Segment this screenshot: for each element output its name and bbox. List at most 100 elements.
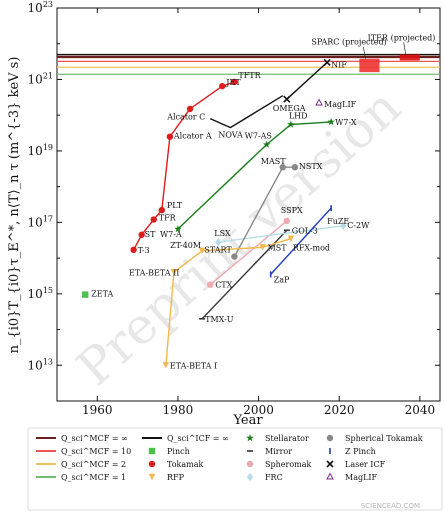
y-tick-label-15: 1015 bbox=[28, 286, 53, 301]
point-tokamak-tfr bbox=[150, 216, 157, 223]
legend-swatch-pinch bbox=[148, 447, 156, 455]
label-w7-as: W7-AS bbox=[245, 132, 272, 141]
point-spherical-tokamak-nstx bbox=[291, 163, 299, 171]
series-z-pinch bbox=[269, 205, 332, 278]
point-stellarator-w7-x bbox=[327, 117, 335, 126]
label-nova: NOVA bbox=[218, 131, 243, 140]
label-mast: MAST bbox=[261, 157, 286, 166]
series-line-frc bbox=[218, 225, 344, 243]
series-tokamak bbox=[130, 78, 238, 254]
legend-label-z-pinch: Z Pinch bbox=[345, 447, 376, 456]
point-stellarator-w7-a bbox=[174, 225, 182, 233]
label-t-3: T-3 bbox=[138, 246, 150, 255]
point-pinch-zeta bbox=[82, 291, 89, 298]
legend-label-frc: FRC bbox=[265, 473, 283, 482]
legend-label-rfp: RFP bbox=[167, 473, 185, 482]
point-rfp-zt-40m bbox=[198, 247, 206, 254]
x-tick-label-1960: 1960 bbox=[82, 403, 113, 417]
point-spherical-tokamak-start bbox=[231, 253, 238, 260]
x-axis-title: Year bbox=[232, 413, 263, 428]
series-line-stellarator bbox=[177, 121, 332, 230]
projected-box-sparc-projected bbox=[359, 58, 380, 73]
y-tick-label-17: 1017 bbox=[28, 214, 53, 229]
label-tmx-u: TMX-U bbox=[205, 315, 234, 324]
legend-label-stellarator: Stellarator bbox=[265, 434, 309, 443]
label-eta-beta-ii: ETA-BETA II bbox=[129, 268, 179, 277]
axes: 1960 1980 2000 2020 2040 1013 1015 1017 1019 1021… bbox=[28, 0, 440, 417]
label-rfx-mod: RFX-mod bbox=[293, 244, 330, 253]
point-tokamak-alcator-a bbox=[166, 133, 174, 140]
point-laser-icf-omega bbox=[283, 95, 291, 103]
series-tokamak-alcator-c-nova bbox=[209, 95, 284, 129]
label-tfr: TFR bbox=[159, 214, 177, 223]
point-tokamak-plt bbox=[158, 206, 166, 214]
label-zeta: ZETA bbox=[91, 290, 113, 299]
label-jet: JET bbox=[225, 78, 241, 87]
y-tick-label-19: 1019 bbox=[28, 143, 53, 158]
legend-label-q-sci-mcf-10: Q_sci^MCF = 10 bbox=[61, 447, 131, 456]
legend: Q_sci^MCF = ∞ Q_sci^MCF = 10 Q_sci^MCF = 2… bbox=[27, 427, 443, 511]
y-tick-label-21: 1021 bbox=[28, 71, 53, 86]
point-tokamak-5 bbox=[186, 105, 194, 113]
projected-label-sparc-projected: SPARC (projected) bbox=[311, 38, 386, 47]
legend-label-mirror: Mirror bbox=[265, 447, 292, 456]
y-axis-title: n_{i0}T_{i0}τ_E^*, n⟨T⟩_n τ (m^{-3} keV … bbox=[7, 57, 22, 354]
legend-label-pinch: Pinch bbox=[167, 447, 190, 456]
series-line-spheromak bbox=[209, 220, 288, 286]
label-plt: PLT bbox=[167, 201, 183, 210]
legend-label-q-sci-icf: Q_sci^ICF = ∞ bbox=[167, 434, 229, 443]
label-w7-a: W7-A bbox=[160, 230, 182, 239]
label-gol-3: GOL-3 bbox=[292, 226, 318, 235]
label-st: ST bbox=[145, 230, 156, 239]
data-series bbox=[82, 58, 347, 369]
point-tokamak-tftr bbox=[231, 78, 238, 86]
label-mst: MST bbox=[268, 243, 288, 252]
series-laser-icf bbox=[283, 58, 331, 103]
legend-label-laser-icf: Laser ICF bbox=[345, 460, 386, 469]
series-maglif bbox=[315, 98, 323, 106]
point-spheromak-sspx bbox=[283, 217, 290, 225]
point-stellarator-w7-as bbox=[262, 140, 271, 148]
point-frc-lsx bbox=[215, 237, 222, 247]
point-tokamak-jet bbox=[219, 82, 226, 90]
label-lsx: LSX bbox=[214, 229, 231, 238]
label-alcator-a: Alcator A bbox=[173, 132, 212, 141]
point-rfp-rfx-mod bbox=[287, 235, 295, 242]
point-spheromak-ctx bbox=[207, 281, 214, 288]
point-frc-c-2w bbox=[340, 221, 347, 231]
projected-label-iter-projected: ITER (projected) bbox=[368, 33, 436, 42]
legend-label-q-sci-mcf: Q_sci^MCF = ∞ bbox=[61, 434, 128, 443]
plot-area bbox=[56, 7, 441, 402]
x-tick-label-2000: 2000 bbox=[243, 403, 274, 417]
point-rfp-eta-beta-ii bbox=[170, 269, 178, 276]
label-fuze: FuZE bbox=[327, 217, 349, 226]
series-spheromak bbox=[207, 217, 290, 288]
legend-swatch-frc bbox=[246, 472, 254, 482]
series-frc bbox=[215, 221, 347, 247]
legend-swatch-maglif bbox=[326, 472, 334, 480]
projected-box-iter-projected bbox=[399, 54, 420, 61]
label-maglif: MagLIF bbox=[324, 100, 357, 109]
legend-swatch-laser-icf-stroke-b bbox=[326, 460, 334, 468]
point-maglif-maglif bbox=[315, 98, 323, 106]
point-tokamak-t-3 bbox=[130, 246, 137, 254]
legend-swatch-laser-icf bbox=[326, 460, 334, 468]
label-ctx: CTX bbox=[215, 281, 232, 290]
label-zt-40m: ZT-40M bbox=[170, 241, 201, 250]
series-line-tokamak bbox=[132, 81, 235, 251]
series-mirror bbox=[199, 229, 290, 320]
legend-swatch-stellarator bbox=[246, 434, 254, 442]
label-omega: OMEGA bbox=[273, 104, 306, 113]
x-tick-label-1980: 1980 bbox=[163, 403, 194, 417]
series-spherical-tokamak bbox=[231, 163, 299, 260]
x-tick-label-2040: 2040 bbox=[405, 403, 436, 417]
label-sspx: SSPX bbox=[281, 206, 303, 215]
legend-box bbox=[27, 427, 443, 511]
point-labels: SPARC (projected)ITER (projected) ZETA T-3… bbox=[91, 33, 435, 370]
point-laser-icf-nif bbox=[323, 58, 331, 66]
series-line-mirror bbox=[201, 229, 288, 320]
series-pinch bbox=[82, 291, 89, 298]
legend-label-spherical-tokamak: Spherical Tokamak bbox=[345, 434, 423, 443]
point-laser-icf-omega-stroke-b bbox=[283, 95, 291, 103]
